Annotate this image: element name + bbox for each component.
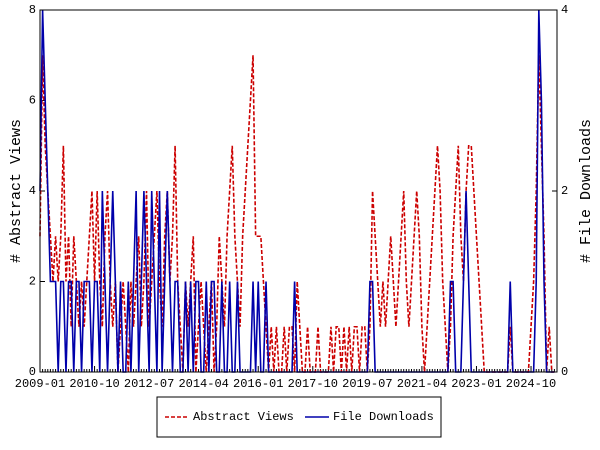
x-tick-label: 2021-04	[397, 377, 447, 391]
x-tick-label: 2016-01	[233, 377, 283, 391]
legend-label: Abstract Views	[193, 410, 294, 424]
x-tick-label: 2024-10	[506, 377, 556, 391]
y2-axis-title: # File Downloads	[578, 119, 595, 263]
series-line	[39, 55, 555, 373]
y2-tick-label: 0	[561, 365, 568, 379]
x-tick-label: 2023-01	[451, 377, 501, 391]
y-tick-label: 4	[29, 184, 36, 198]
y-tick-label: 8	[29, 3, 36, 17]
x-tick-label: 2009-01	[15, 377, 65, 391]
y2-tick-label: 4	[561, 3, 568, 17]
y2-tick-label: 2	[561, 184, 568, 198]
x-tick-label: 2010-10	[69, 377, 119, 391]
y-tick-label: 0	[29, 365, 36, 379]
legend-label: File Downloads	[333, 410, 434, 424]
y-tick-label: 6	[29, 94, 36, 108]
plot-frame	[39, 9, 558, 373]
x-tick-label: 2017-10	[288, 377, 338, 391]
y-tick-label: 2	[29, 275, 36, 289]
x-tick-label: 2012-07	[124, 377, 174, 391]
x-tick-label: 2019-07	[342, 377, 392, 391]
legend-box	[156, 396, 442, 438]
x-tick-label: 2014-04	[178, 377, 228, 391]
series-line	[39, 9, 555, 373]
y-axis-title: # Abstract Views	[8, 119, 25, 263]
